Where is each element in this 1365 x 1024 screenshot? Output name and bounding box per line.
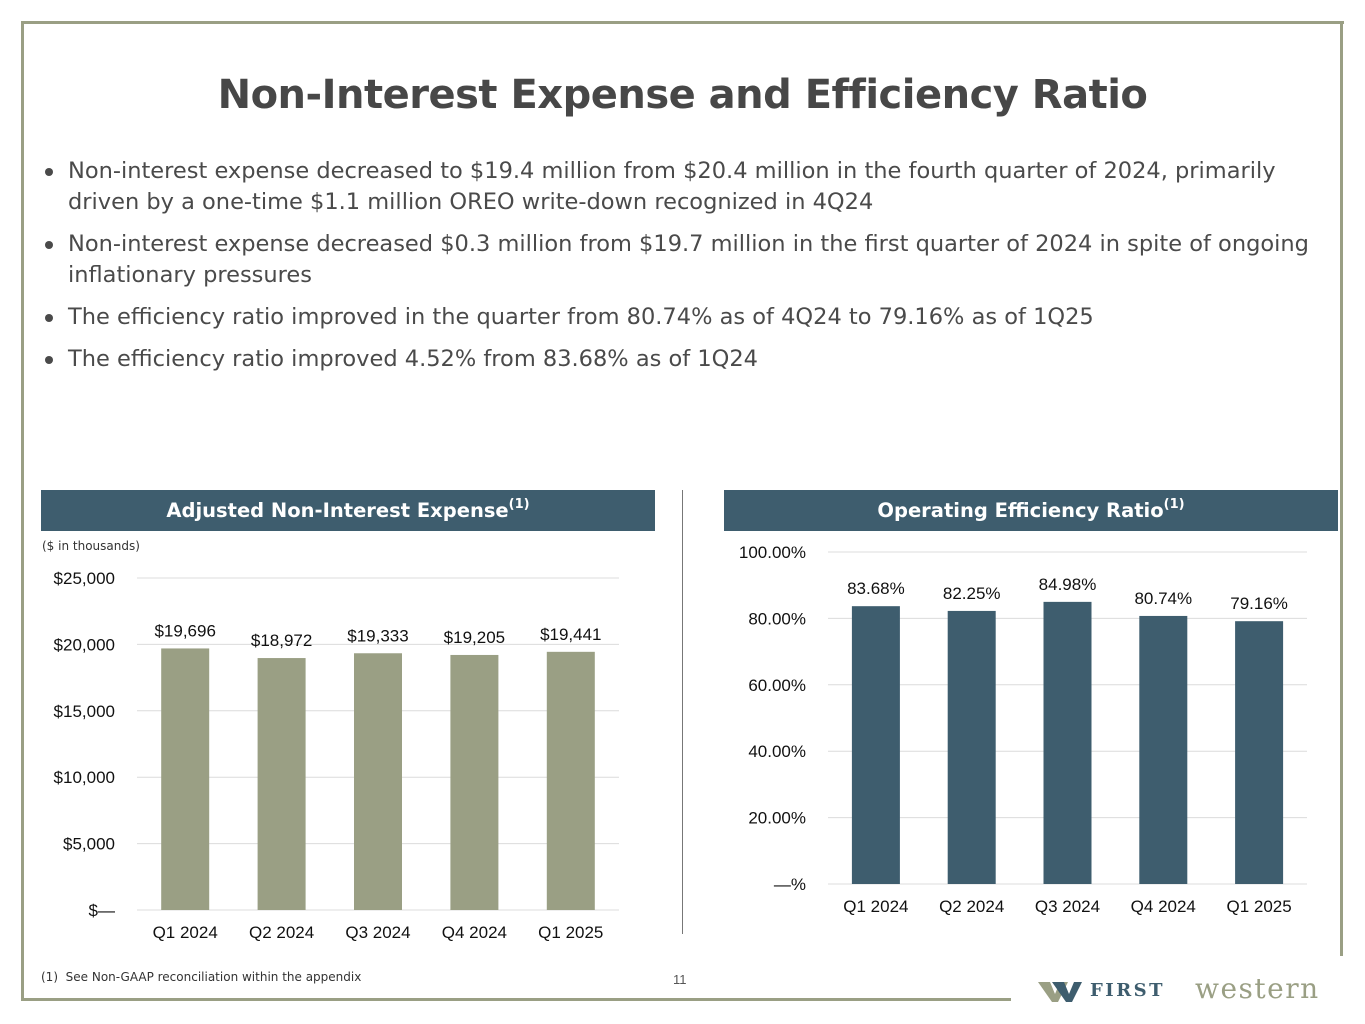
bullet-item: Non-interest expense decreased $0.3 mill… xyxy=(44,229,1324,291)
expense-y-tick-label: $5,000 xyxy=(63,835,115,854)
bullet-text: Non-interest expense decreased to $19.4 … xyxy=(68,158,1276,215)
expense-x-tick-label: Q3 2024 xyxy=(345,923,410,942)
efficiency-bar-chart: —% 20.00% 40.00% 60.00% 80.00% 100.00% 83.68% Q… xyxy=(739,543,1307,916)
efficiency-data-label: 83.68% xyxy=(847,579,905,598)
frame-right-border xyxy=(1340,21,1343,956)
right-chart-title: Operating Efficiency Ratio xyxy=(877,499,1164,522)
efficiency-bar xyxy=(1235,621,1284,884)
left-chart-header: Adjusted Non-Interest Expense(1) xyxy=(41,490,655,531)
frame-left-border xyxy=(21,21,24,1001)
logo-first-text: FIRST xyxy=(1090,980,1166,1001)
page-number: 11 xyxy=(673,972,687,987)
expense-y-tick-label: $— xyxy=(89,901,115,920)
bullet-dot-icon xyxy=(45,241,53,249)
footnote: (1) See Non-GAAP reconciliation within t… xyxy=(41,970,361,984)
expense-y-tick-label: $10,000 xyxy=(54,768,115,787)
expense-bar xyxy=(257,658,306,910)
efficiency-bar xyxy=(1139,615,1188,884)
expense-y-tick-label: $20,000 xyxy=(54,635,115,654)
expense-x-tick-label: Q4 2024 xyxy=(442,923,507,942)
expense-bar xyxy=(546,651,595,910)
efficiency-data-label: 79.16% xyxy=(1230,594,1288,613)
bullet-dot-icon xyxy=(45,356,53,364)
efficiency-x-tick-label: Q2 2024 xyxy=(939,897,1004,916)
footnote-marker: (1) xyxy=(41,970,58,984)
expense-bar xyxy=(450,654,499,910)
expense-x-tick-label: Q2 2024 xyxy=(249,923,314,942)
bullet-text: The efficiency ratio improved 4.52% from… xyxy=(68,346,758,372)
efficiency-y-tick-label: —% xyxy=(774,875,806,894)
expense-x-tick-label: Q1 2025 xyxy=(538,923,603,942)
expense-data-label: $19,696 xyxy=(154,621,215,640)
expense-data-label: $18,972 xyxy=(251,631,312,650)
expense-data-label: $19,205 xyxy=(444,628,505,647)
expense-y-tick-label: $25,000 xyxy=(54,569,115,588)
right-chart-superscript: (1) xyxy=(1163,497,1185,512)
efficiency-y-tick-label: 60.00% xyxy=(748,676,806,695)
logo-western-text: western xyxy=(1195,972,1320,1005)
expense-data-label: $19,333 xyxy=(347,626,408,645)
expense-data-label: $19,441 xyxy=(540,625,601,644)
efficiency-y-tick-label: 80.00% xyxy=(748,609,806,628)
expense-bar xyxy=(354,653,402,910)
right-chart-header: Operating Efficiency Ratio(1) xyxy=(724,490,1338,531)
efficiency-x-tick-label: Q1 2025 xyxy=(1226,897,1291,916)
bullet-list: Non-interest expense decreased to $19.4 … xyxy=(44,156,1324,386)
efficiency-data-label: 80.74% xyxy=(1134,589,1192,608)
efficiency-bar xyxy=(947,610,996,884)
panel-divider xyxy=(682,490,683,934)
left-chart-title: Adjusted Non-Interest Expense xyxy=(166,499,509,522)
efficiency-x-tick-label: Q3 2024 xyxy=(1035,897,1100,916)
efficiency-bar xyxy=(1043,601,1092,884)
efficiency-y-tick-label: 40.00% xyxy=(748,742,806,761)
expense-x-tick-label: Q1 2024 xyxy=(153,923,218,942)
bullet-text: The efficiency ratio improved in the qua… xyxy=(68,304,1094,330)
expense-bar-chart: $— $5,000 $10,000 $15,000 $20,000 $25,000 $19,… xyxy=(54,569,619,942)
efficiency-data-label: 82.25% xyxy=(943,584,1001,603)
efficiency-x-tick-label: Q1 2024 xyxy=(843,897,908,916)
efficiency-data-label: 84.98% xyxy=(1039,575,1097,594)
efficiency-y-tick-label: 100.00% xyxy=(739,543,806,562)
bullet-text: Non-interest expense decreased $0.3 mill… xyxy=(68,231,1309,288)
frame-top-border xyxy=(21,21,1344,24)
efficiency-bar xyxy=(851,606,900,884)
left-chart-superscript: (1) xyxy=(508,497,530,512)
bullet-dot-icon xyxy=(45,168,53,176)
bullet-dot-icon xyxy=(45,314,53,322)
expense-bar xyxy=(161,648,210,910)
efficiency-y-tick-label: 20.00% xyxy=(748,809,806,828)
frame-bottom-border xyxy=(21,998,1011,1001)
bullet-item: The efficiency ratio improved in the qua… xyxy=(44,302,1324,333)
efficiency-x-tick-label: Q4 2024 xyxy=(1131,897,1196,916)
expense-y-tick-label: $15,000 xyxy=(54,702,115,721)
page-title: Non-Interest Expense and Efficiency Rati… xyxy=(217,72,1148,118)
logo-w-icon xyxy=(1038,982,1082,1002)
footnote-text: See Non-GAAP reconciliation within the a… xyxy=(65,970,362,984)
bullet-item: Non-interest expense decreased to $19.4 … xyxy=(44,156,1324,218)
bullet-item: The efficiency ratio improved 4.52% from… xyxy=(44,344,1324,375)
company-logo: FIRST western xyxy=(1038,972,1343,1006)
units-note: ($ in thousands) xyxy=(42,539,140,553)
